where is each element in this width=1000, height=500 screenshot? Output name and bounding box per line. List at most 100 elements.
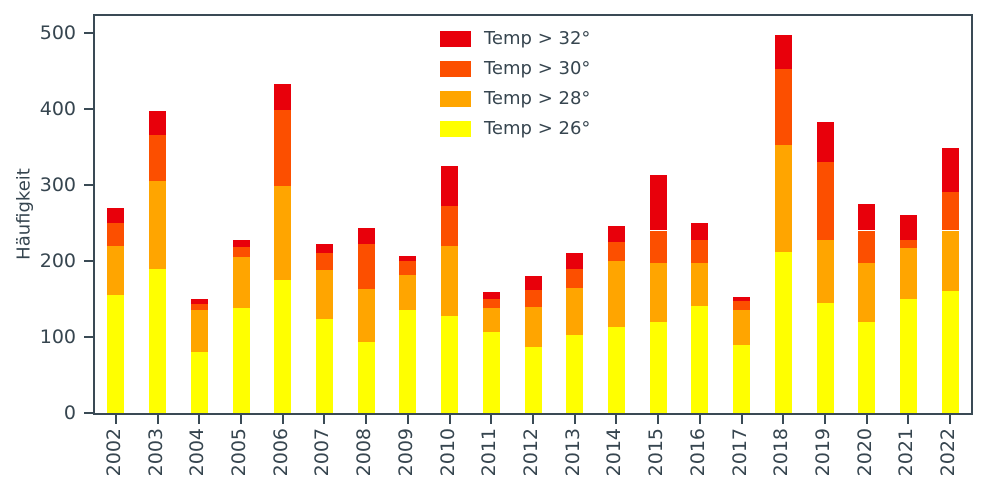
bar-segment-2007-26 [315,319,333,413]
legend-color-patch [440,120,471,137]
bar-segment-2002-30 [107,222,125,246]
x-tick-mark [281,415,284,424]
x-tick-label-2007: 2007 [311,428,334,477]
x-tick-mark [365,415,368,424]
bar-segment-2012-32 [524,276,542,290]
x-tick-label-2003: 2003 [144,428,167,477]
bar-segment-2004-28 [190,310,208,353]
x-tick-mark [448,415,451,424]
x-tick-label-2012: 2012 [520,428,542,477]
bar-segment-2004-30 [190,304,208,311]
legend-label: Temp > 26° [484,118,591,139]
y-tick-mark [84,107,93,110]
bar-segment-2020-32 [858,203,876,231]
x-tick-mark [114,415,117,424]
bar-segment-2005-26 [232,308,250,413]
bar-segment-2020-28 [858,263,876,322]
bar-segment-2015-26 [649,321,667,413]
x-tick-mark [824,415,826,424]
bar-segment-2019-30 [816,162,834,240]
x-tick-label-2022: 2022 [937,428,960,477]
bar-segment-2013-28 [566,287,584,336]
bar-segment-2002-28 [107,245,125,296]
bar-segment-2012-26 [524,346,542,413]
legend-item-32: Temp > 32° [440,28,590,49]
x-tick-mark [615,415,618,424]
bar-segment-2008-30 [357,244,375,290]
bar-segment-2015-30 [649,230,667,264]
legend-item-30: Temp > 30° [440,58,590,79]
bar-segment-2003-32 [149,111,167,136]
bar-segment-2016-30 [691,239,709,264]
bar-segment-2017-30 [733,301,751,311]
y-tick-mark [84,183,93,186]
x-tick-mark [573,415,576,424]
bar-segment-2018-30 [774,69,792,146]
y-tick-mark [84,335,93,338]
bar-segment-2006-28 [274,186,292,280]
bar-segment-2012-30 [524,289,542,307]
x-tick-label-2011: 2011 [478,428,501,477]
bar-segment-2010-28 [441,245,459,316]
x-tick-label-2013: 2013 [561,428,584,477]
x-tick-label-2006: 2006 [269,428,292,477]
x-tick-label-2005: 2005 [228,428,250,477]
legend-color-patch [440,60,471,77]
bar-segment-2013-32 [566,252,584,269]
bar-segment-2009-28 [399,274,417,310]
y-tick-label: 100 [39,325,76,348]
bar-segment-2018-32 [774,35,792,70]
bar-segment-2006-32 [274,84,292,111]
y-tick-mark [84,259,93,262]
bar-segment-2004-32 [190,298,208,305]
bar-segment-2013-30 [566,268,584,288]
y-tick-label: 300 [39,173,76,196]
x-tick-mark [406,415,409,424]
bar-segment-2014-32 [607,225,625,242]
bar-segment-2006-26 [274,279,292,413]
x-tick-mark [782,415,785,424]
legend-label: Temp > 30° [484,58,591,79]
bar-segment-2022-26 [941,291,959,413]
x-tick-mark [156,415,159,424]
bar-segment-2013-26 [566,335,584,413]
bar-segment-2016-32 [691,222,709,240]
x-tick-mark [740,415,743,424]
bar-segment-2022-30 [941,192,959,231]
bar-segment-2008-28 [357,289,375,343]
bar-segment-2005-28 [232,257,250,309]
x-tick-label-2010: 2010 [436,428,459,477]
x-tick-label-2020: 2020 [853,428,876,477]
x-tick-mark [198,415,201,424]
bar-segment-2005-30 [232,247,250,258]
bar-segment-2010-32 [441,165,459,207]
bar-segment-2012-28 [524,306,542,347]
bar-segment-2022-32 [941,147,959,193]
bar-segment-2015-28 [649,263,667,322]
bar-segment-2006-30 [274,110,292,187]
bar-segment-2020-26 [858,321,876,413]
bar-segment-2010-30 [441,206,459,246]
x-tick-label-2019: 2019 [812,428,834,477]
x-tick-label-2008: 2008 [353,428,376,477]
bar-segment-2011-32 [482,292,500,299]
x-tick-mark [907,415,910,424]
legend-color-patch [440,90,471,107]
bar-segment-2002-32 [107,207,125,223]
bar-segment-2008-32 [357,228,375,245]
bar-segment-2021-26 [899,298,917,413]
bar-segment-2005-32 [232,240,250,248]
x-tick-label-2002: 2002 [102,428,125,477]
legend-label: Temp > 28° [484,88,591,109]
legend: Temp > 32° Temp > 30° Temp > 28° Temp > 26° [440,28,590,148]
bar-segment-2021-32 [899,214,917,240]
bar-segment-2002-26 [107,295,125,413]
bar-segment-2003-30 [149,135,167,182]
legend-label: Temp > 32° [484,28,591,49]
bar-segment-2009-26 [399,309,417,413]
bar-segment-2018-26 [774,251,792,413]
x-tick-label-2021: 2021 [895,428,918,477]
bar-segment-2011-28 [482,308,500,333]
x-tick-mark [865,415,868,424]
bar-segment-2007-28 [315,270,333,320]
